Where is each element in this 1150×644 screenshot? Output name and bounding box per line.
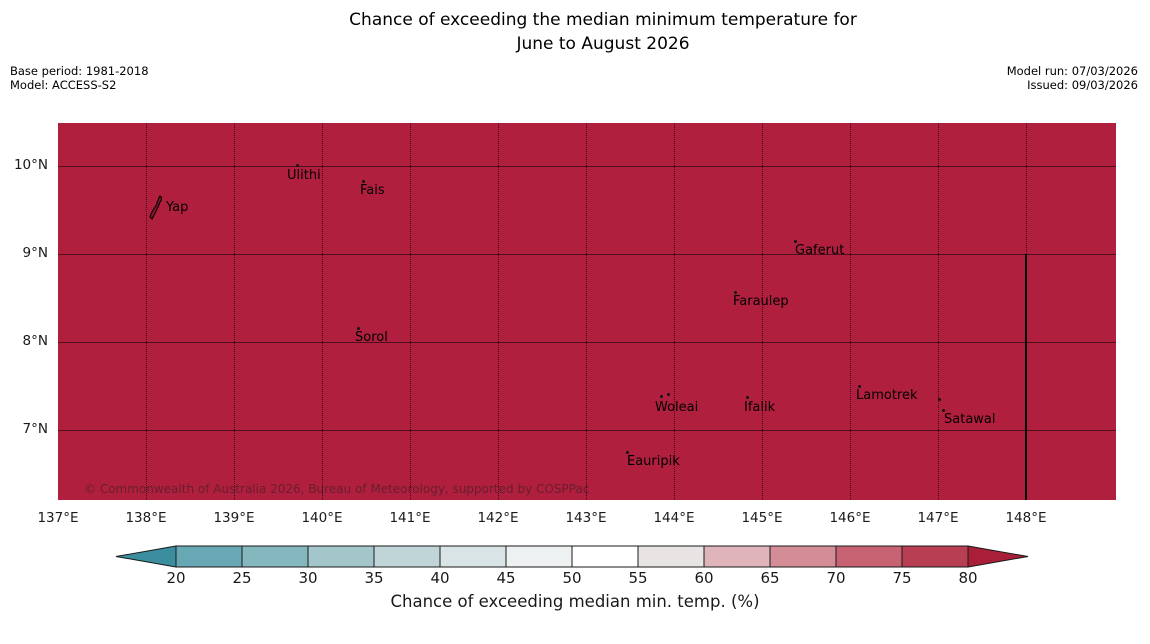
island-marker [357, 327, 360, 330]
place-label: Lamotrek [856, 388, 918, 403]
colorbar-tick-label: 40 [430, 569, 450, 587]
y-axis-tick-label: 10°N [13, 157, 48, 173]
colorbar-shape [703, 545, 771, 568]
colorbar-shape [175, 545, 243, 568]
meridian-gridline [498, 123, 499, 500]
colorbar-tick-label: 45 [496, 569, 516, 587]
meta-left-block: Base period: 1981-2018 Model: ACCESS-S2 [10, 64, 149, 92]
meridian-gridline [850, 123, 851, 500]
meridian-gridline [322, 123, 323, 500]
colorbar-shape [835, 545, 903, 568]
y-axis-tick-label: 9°N [22, 245, 48, 261]
island-marker [942, 409, 945, 412]
x-axis-tick-label: 140°E [301, 510, 343, 526]
parallel-gridline [58, 430, 1116, 431]
place-label: Woleai [655, 400, 699, 415]
colorbar-shape [241, 545, 309, 568]
colorbar-tick-label: 20 [166, 569, 186, 587]
place-label: Yap [166, 200, 189, 215]
meridian-gridline [410, 123, 411, 500]
island-marker [938, 398, 941, 401]
colorbar-shape [637, 545, 705, 568]
x-axis-tick-label: 139°E [213, 510, 255, 526]
x-axis-tick-label: 145°E [741, 510, 783, 526]
parallel-gridline [58, 254, 1116, 255]
x-axis-tick-label: 144°E [653, 510, 695, 526]
meta-right-block: Model run: 07/03/2026 Issued: 09/03/2026 [1007, 64, 1138, 92]
place-label: Satawal [944, 412, 996, 427]
y-axis-tick-label: 7°N [22, 421, 48, 437]
colorbar-shape [967, 545, 1029, 568]
x-axis-tick-label: 143°E [565, 510, 607, 526]
meridian-gridline [674, 123, 675, 500]
copyright-text: © Commonwealth of Australia 2026, Bureau… [84, 482, 590, 496]
colorbar-shape [439, 545, 507, 568]
colorbar-shape [571, 545, 639, 568]
place-label: Eauripik [627, 454, 680, 469]
state-boundary-line [1025, 254, 1027, 500]
place-label: Gaferut [795, 243, 845, 258]
page-title-line1: Chance of exceeding the median minimum t… [349, 10, 857, 30]
yap-island-shape [149, 195, 163, 220]
colorbar-shape [769, 545, 837, 568]
issued-text: Issued: 09/03/2026 [1027, 78, 1138, 92]
x-axis-tick-label: 138°E [125, 510, 167, 526]
colorbar-axis-label: Chance of exceeding median min. temp. (%… [390, 592, 760, 611]
island-marker [660, 395, 663, 398]
y-axis-tick-label: 8°N [22, 333, 48, 349]
meridian-gridline [586, 123, 587, 500]
island-marker [858, 385, 861, 388]
colorbar-tick-label: 65 [760, 569, 780, 587]
island-marker [362, 180, 365, 183]
x-axis-tick-label: 142°E [477, 510, 519, 526]
meridian-gridline [938, 123, 939, 500]
colorbar-tick-label: 70 [826, 569, 846, 587]
place-label: Ulithi [287, 168, 321, 183]
colorbar-shape [505, 545, 573, 568]
colorbar-shape [901, 545, 969, 568]
x-axis-tick-label: 141°E [389, 510, 431, 526]
x-axis-tick-label: 147°E [917, 510, 959, 526]
model-run-text: Model run: 07/03/2026 [1006, 64, 1138, 78]
colorbar-shape [307, 545, 375, 568]
colorbar-tick-label: 55 [628, 569, 648, 587]
colorbar-tick-label: 80 [958, 569, 978, 587]
colorbar [115, 545, 1029, 568]
page-title-line2: June to August 2026 [516, 34, 690, 54]
place-label: Faraulep [733, 294, 789, 309]
colorbar-shape [115, 545, 177, 568]
place-label: Sorol [355, 330, 388, 345]
colorbar-tick-label: 60 [694, 569, 714, 587]
island-marker [794, 240, 797, 243]
colorbar-tick-label: 50 [562, 569, 582, 587]
colorbar-tick-label: 35 [364, 569, 384, 587]
island-marker [626, 451, 629, 454]
base-period-text: Base period: 1981-2018 [10, 64, 149, 78]
island-marker [667, 393, 670, 396]
meridian-gridline [234, 123, 235, 500]
place-label: Ifalik [744, 400, 776, 415]
model-text: Model: ACCESS-S2 [10, 78, 117, 92]
meridian-gridline [146, 123, 147, 500]
colorbar-tick-label: 75 [892, 569, 912, 587]
island-marker [296, 164, 299, 167]
page-title: Chance of exceeding the median minimum t… [28, 8, 1150, 56]
x-axis-tick-label: 146°E [829, 510, 871, 526]
colorbar-tick-label: 25 [232, 569, 252, 587]
place-label: Fais [360, 183, 385, 198]
meridian-gridline [762, 123, 763, 500]
colorbar-tick-label: 30 [298, 569, 318, 587]
x-axis-tick-label: 137°E [37, 510, 79, 526]
x-axis-tick-label: 148°E [1005, 510, 1047, 526]
colorbar-shape [373, 545, 441, 568]
island-marker [746, 396, 749, 399]
parallel-gridline [58, 342, 1116, 343]
map-canvas: Ulithi Fais Yap Gaferut Faraulep Sorol Woleai I… [58, 123, 1116, 500]
island-marker [734, 291, 737, 294]
parallel-gridline [58, 166, 1116, 167]
